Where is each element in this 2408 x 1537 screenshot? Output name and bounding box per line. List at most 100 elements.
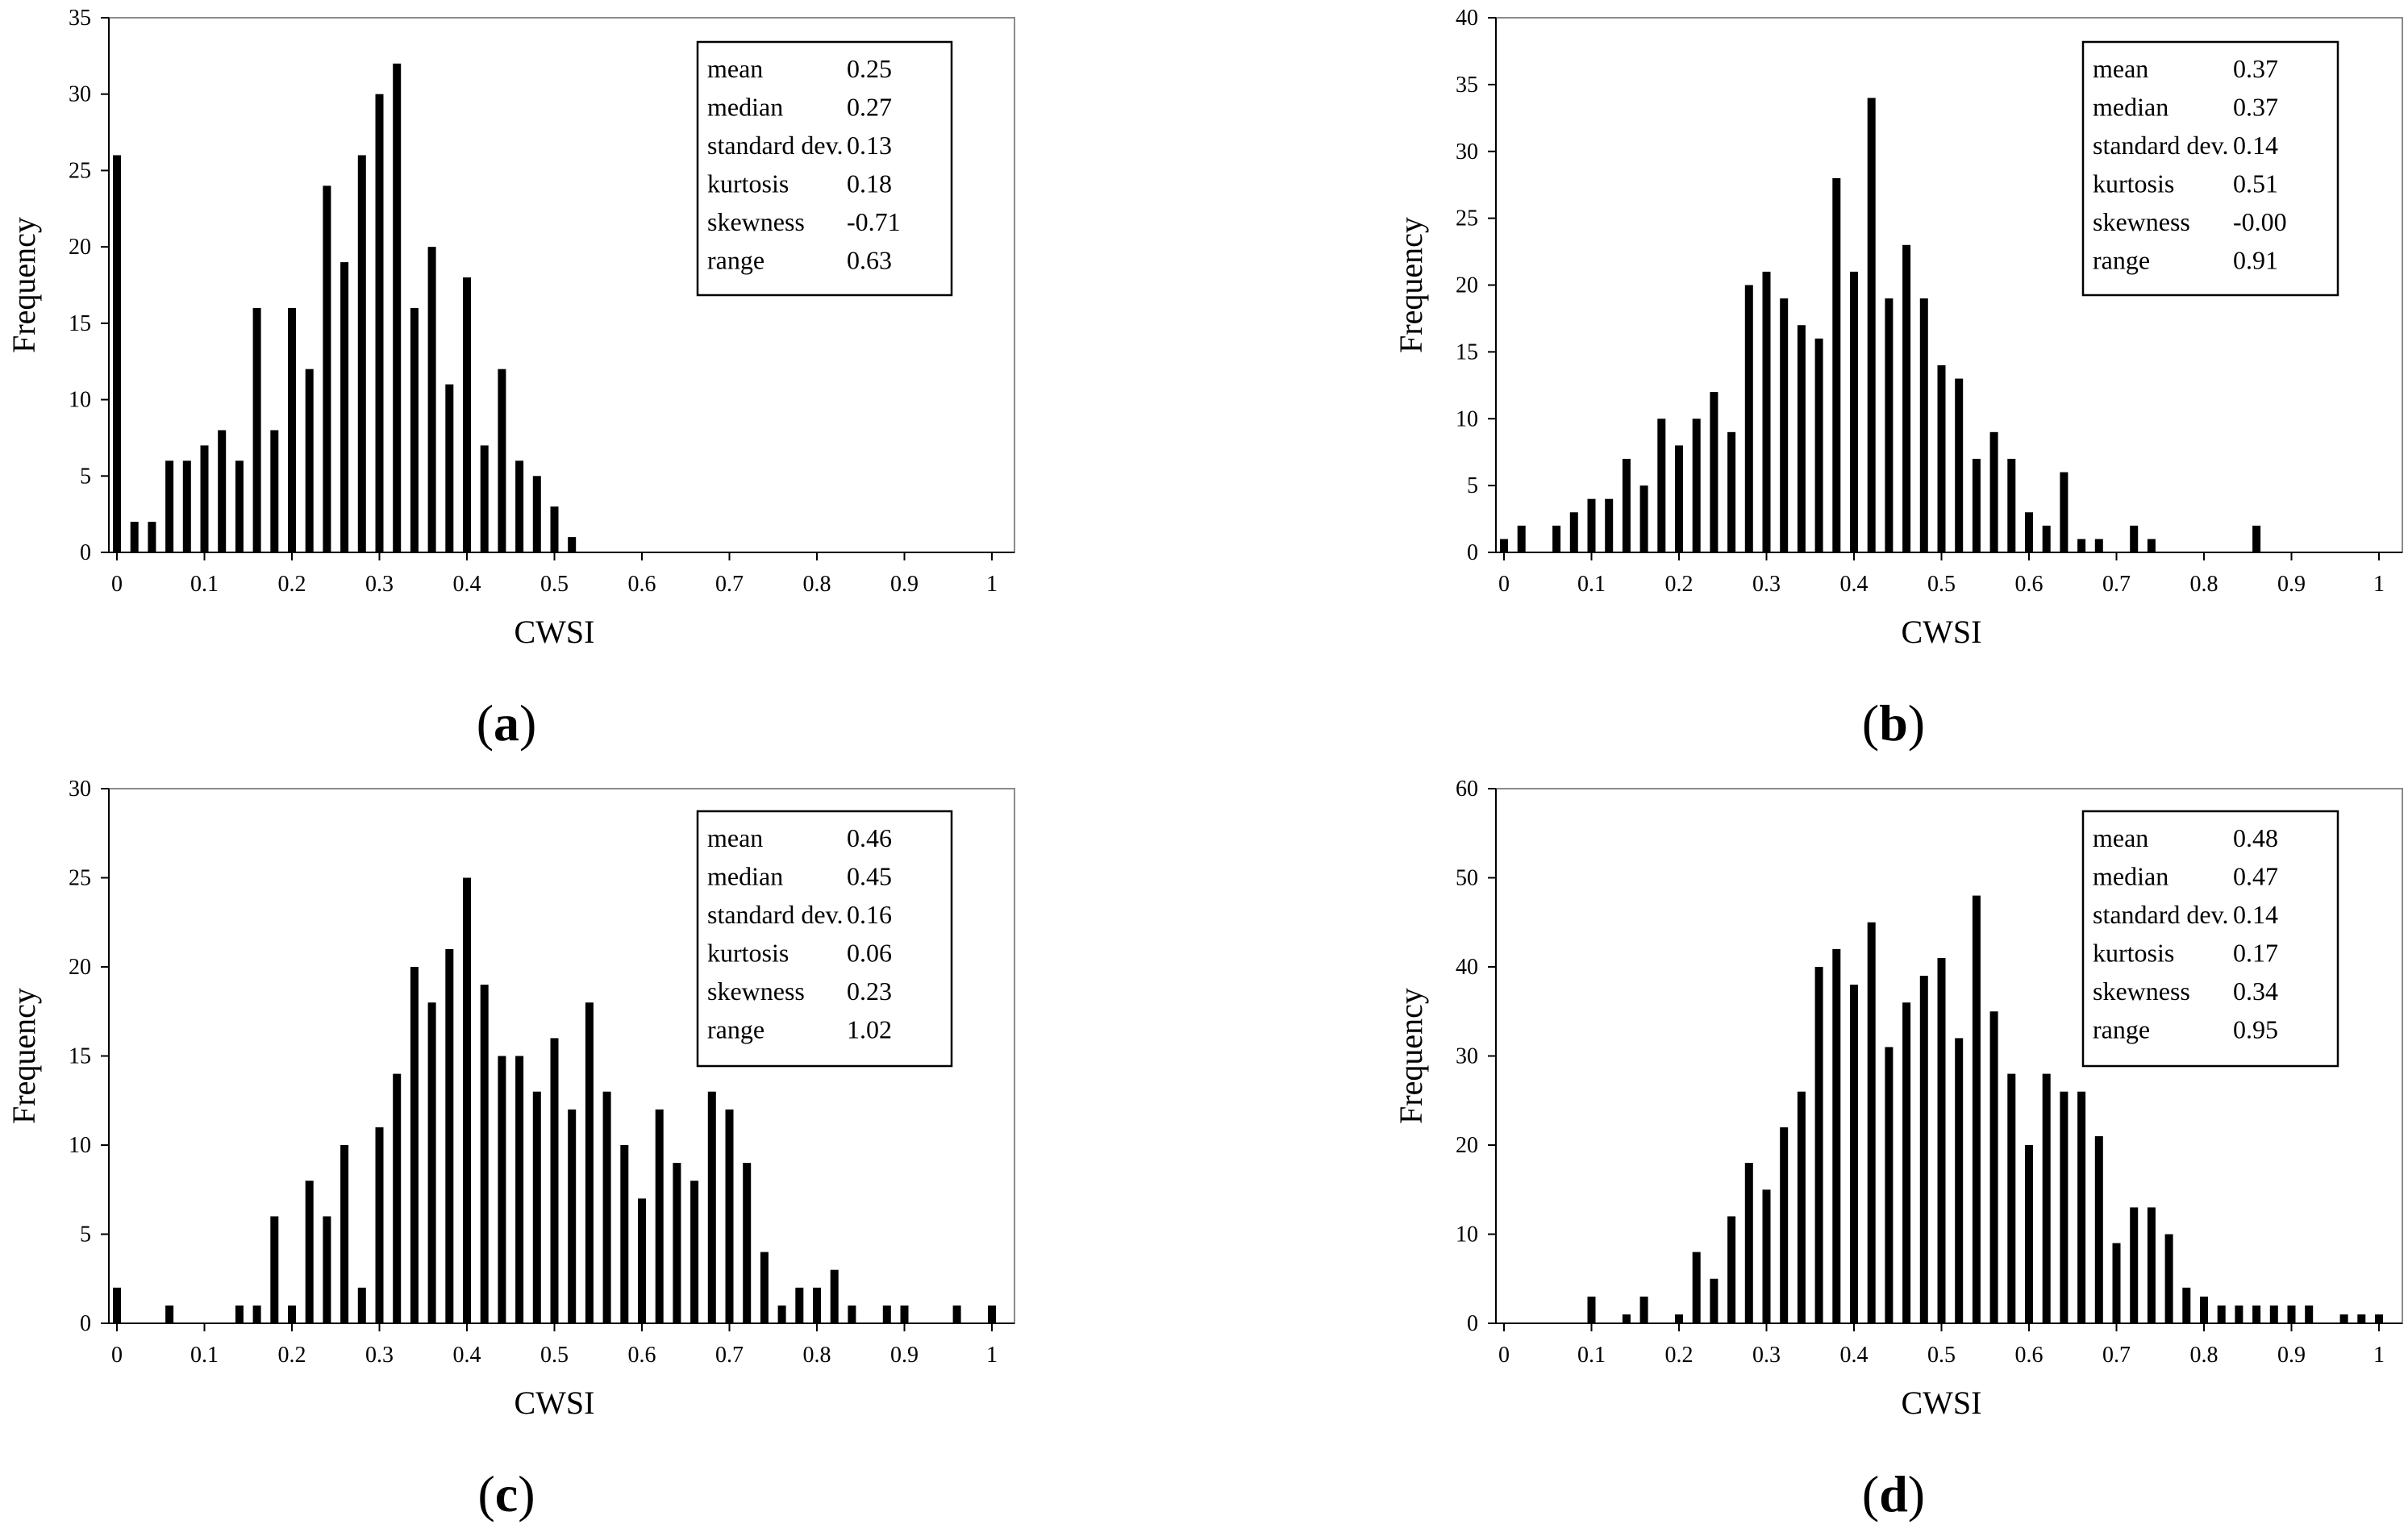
x-axis-title: CWSI: [515, 614, 595, 650]
histogram-bar: [2042, 525, 2051, 552]
histogram-bar: [690, 1181, 699, 1323]
histogram-bar: [1955, 378, 1964, 552]
histogram-bar: [375, 1127, 384, 1323]
histogram-bar: [1902, 1002, 1911, 1323]
x-tick-label: 0.5: [540, 1343, 569, 1368]
histogram-bar: [620, 1145, 629, 1323]
histogram-bar: [2007, 1073, 2016, 1323]
stats-label: kurtosis: [707, 169, 789, 198]
histogram-bar: [340, 1145, 349, 1323]
x-tick-label: 0.8: [2190, 1343, 2218, 1368]
stats-value: 0.13: [847, 131, 892, 160]
stats-box: [2081, 40, 2339, 297]
histogram-bar: [638, 1198, 646, 1323]
histogram-bar: [1692, 419, 1701, 552]
histogram-bar: [1675, 445, 1683, 552]
histogram-bar: [113, 155, 121, 552]
histogram-bar: [1902, 244, 1911, 552]
x-tick-label: 0: [111, 572, 123, 597]
x-tick-label: 0.4: [1840, 1343, 1868, 1368]
histogram-bar: [1832, 177, 1841, 552]
stats-label: mean: [707, 54, 763, 83]
histogram-bar: [848, 1305, 856, 1323]
x-tick-label: 0.2: [278, 572, 306, 597]
y-tick-label: 0: [80, 540, 91, 565]
x-tick-label: 0: [1498, 572, 1510, 597]
histogram-bar: [2217, 1305, 2226, 1323]
histogram-bar: [2077, 539, 2086, 552]
stats-value: 0.37: [2233, 54, 2278, 83]
histogram-bar: [2252, 1305, 2261, 1323]
stats-label: kurtosis: [2093, 169, 2174, 198]
histogram-bar: [813, 1287, 821, 1323]
y-tick-label: 20: [1456, 1133, 1478, 1158]
histogram-bar: [655, 1109, 664, 1323]
x-axis-title: CWSI: [515, 1385, 595, 1421]
histogram-bar: [1797, 325, 1806, 552]
x-tick-label: 0.2: [1665, 572, 1694, 597]
x-tick-label: 0.7: [715, 572, 744, 597]
histogram-bar: [1622, 458, 1631, 552]
histogram-bar: [1867, 98, 1876, 552]
histogram-bar: [2235, 1305, 2243, 1323]
histogram-bar: [270, 430, 279, 552]
histogram-bar: [427, 247, 436, 552]
histogram-bar: [2164, 1234, 2173, 1323]
histogram-bar: [1885, 298, 1893, 552]
histogram-bar: [1972, 895, 1981, 1323]
y-tick-label: 40: [1456, 6, 1478, 31]
histogram-bar: [1919, 976, 1928, 1323]
histogram-bar: [498, 369, 506, 552]
histogram-bar: [1587, 498, 1596, 552]
histogram-bar: [340, 262, 349, 552]
histogram-bar: [480, 445, 489, 552]
stats-label: range: [2093, 246, 2150, 275]
histogram-bar: [2305, 1305, 2314, 1323]
x-tick-label: 0: [111, 1343, 123, 1368]
y-tick-label: 20: [69, 235, 91, 260]
histogram-bar: [1972, 458, 1981, 552]
stats-value: 0.27: [847, 93, 892, 122]
stats-label: mean: [2093, 54, 2148, 83]
histogram-bar: [1744, 285, 1753, 552]
histogram-bar: [550, 1038, 559, 1323]
histogram-bar: [252, 307, 261, 552]
histogram-bar: [1780, 298, 1789, 552]
caption-letter: b: [1879, 694, 1908, 752]
x-tick-label: 0: [1498, 1343, 1510, 1368]
histogram-bar: [393, 1073, 402, 1323]
stats-label: median: [707, 862, 783, 891]
histogram-bar: [357, 1287, 366, 1323]
x-tick-label: 0.8: [2190, 572, 2218, 597]
stats-label: mean: [707, 823, 763, 852]
x-tick-label: 0.1: [190, 1343, 219, 1368]
x-tick-label: 0.8: [803, 1343, 831, 1368]
histogram-bar: [2357, 1314, 2366, 1323]
histogram-bar: [323, 185, 331, 552]
histogram-bar: [288, 307, 296, 552]
stats-value: 0.47: [2233, 862, 2278, 891]
histogram-bar: [235, 1305, 244, 1323]
stats-value: 0.34: [2233, 977, 2278, 1006]
histogram-bar: [1552, 525, 1561, 552]
histogram-bar: [2200, 1296, 2208, 1323]
histogram-bar: [1500, 539, 1508, 552]
y-axis-title: Frequency: [1393, 217, 1429, 353]
stats-box: [696, 810, 953, 1068]
x-tick-label: 0.2: [278, 1343, 306, 1368]
x-tick-label: 0.9: [890, 1343, 919, 1368]
histogram-bar: [2339, 1314, 2348, 1323]
y-tick-label: 0: [80, 1311, 91, 1336]
histogram-bar: [1850, 271, 1858, 552]
histogram-bar: [1569, 512, 1578, 552]
histogram-bar: [1780, 1127, 1789, 1323]
stats-label: range: [707, 246, 764, 275]
stats-label: skewness: [707, 207, 805, 236]
histogram-bar: [480, 985, 489, 1323]
stats-value: 0.16: [847, 900, 892, 929]
y-tick-label: 10: [1456, 406, 1478, 431]
y-tick-label: 20: [1456, 273, 1478, 298]
histogram-bar: [463, 277, 471, 552]
caption-paren-close: ): [1908, 1465, 1925, 1522]
